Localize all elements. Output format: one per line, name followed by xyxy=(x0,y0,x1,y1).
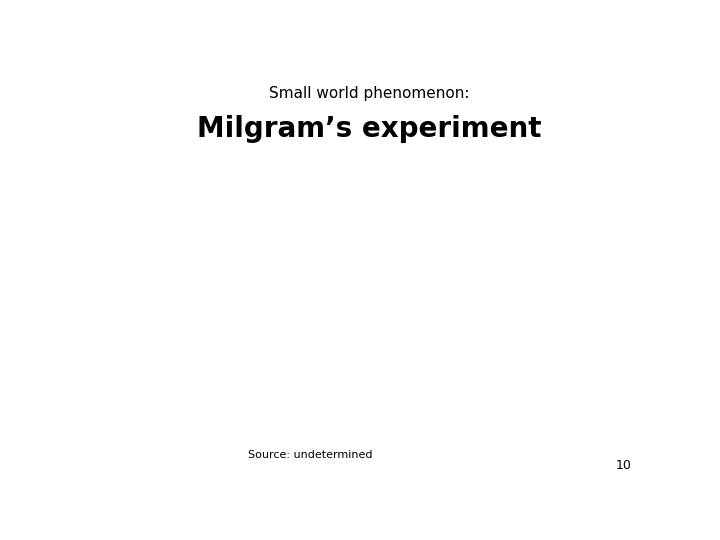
Text: Small world phenomenon:: Small world phenomenon: xyxy=(269,85,469,100)
Text: Milgram’s experiment: Milgram’s experiment xyxy=(197,114,541,143)
Text: 10: 10 xyxy=(616,460,631,472)
Text: Source: undetermined: Source: undetermined xyxy=(248,450,373,460)
